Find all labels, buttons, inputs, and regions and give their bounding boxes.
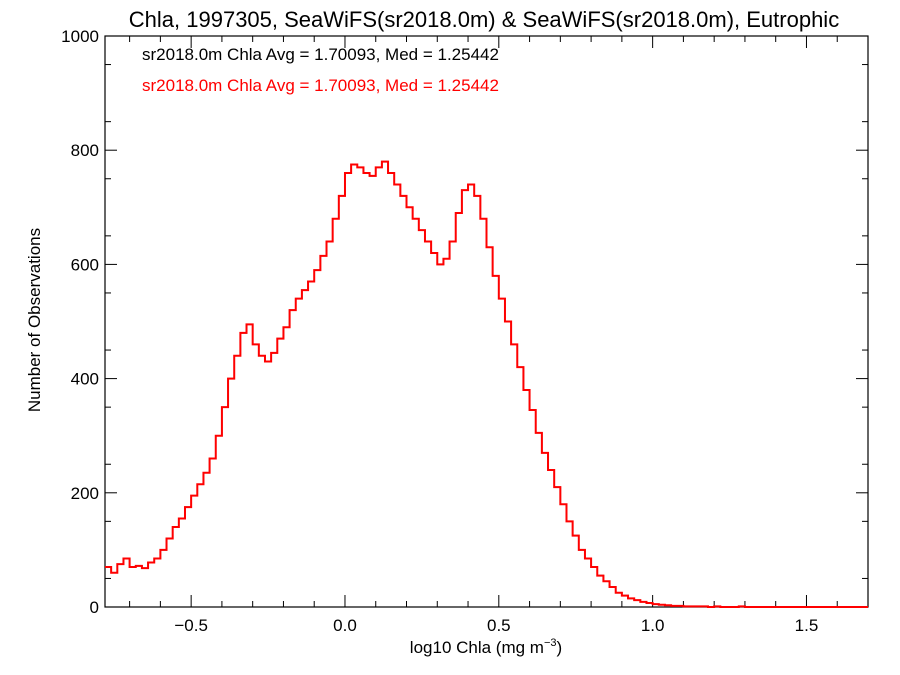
x-tick-label: 1.5	[795, 616, 819, 635]
x-tick-label: 1.0	[641, 616, 665, 635]
chart-title: Chla, 1997305, SeaWiFS(sr2018.0m) & SeaW…	[129, 7, 839, 32]
y-tick-label: 1000	[61, 27, 99, 46]
x-axis-label-sup: −3	[544, 637, 557, 649]
y-axis-ticks: 0 200 400 600 800 1000	[61, 27, 868, 617]
y-axis-label: Number of Observations	[25, 228, 44, 412]
x-tick-label: 0.0	[333, 616, 357, 635]
y-tick-label: 0	[90, 598, 99, 617]
y-tick-label: 800	[71, 141, 99, 160]
y-tick-label: 200	[71, 484, 99, 503]
y-tick-label: 400	[71, 370, 99, 389]
annotation-black: sr2018.0m Chla Avg = 1.70093, Med = 1.25…	[142, 45, 499, 64]
x-tick-label: 0.5	[487, 616, 511, 635]
histogram-series-red	[105, 160, 868, 608]
y-tick-label: 600	[71, 255, 99, 274]
x-axis-ticks: −0.5 0.0 0.5 1.0 1.5	[129, 36, 838, 635]
x-axis-label-main: log10 Chla (mg m	[410, 638, 544, 657]
plot-frame	[104, 35, 869, 608]
x-axis-label: log10 Chla (mg m−3)	[410, 637, 562, 657]
x-axis-label-end: )	[557, 638, 563, 657]
x-tick-label: −0.5	[174, 616, 208, 635]
annotation-red: sr2018.0m Chla Avg = 1.70093, Med = 1.25…	[142, 76, 499, 95]
